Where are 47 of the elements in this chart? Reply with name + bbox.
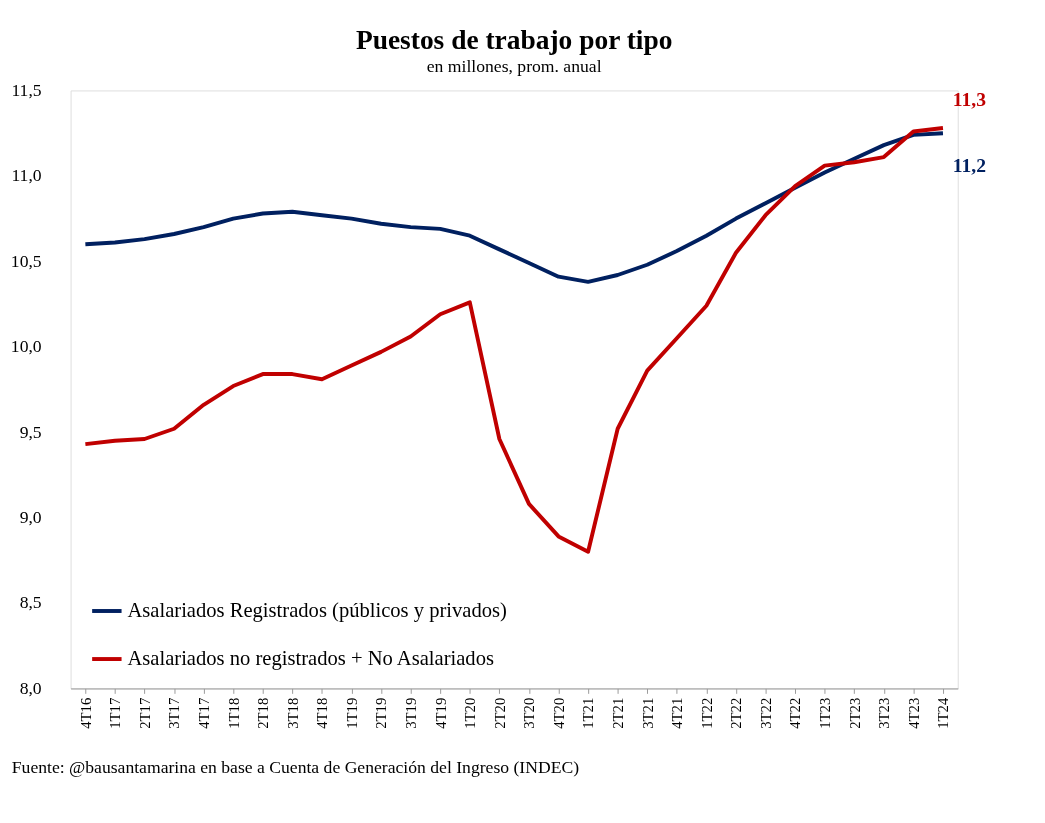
y-tick-label: 9,0 bbox=[19, 506, 42, 527]
x-tick-label: 4T20 bbox=[550, 697, 567, 729]
x-tick-label: 3T22 bbox=[757, 697, 774, 729]
chart-title: Puestos de trabajo por tipo bbox=[355, 25, 673, 56]
y-tick-label: 10,0 bbox=[10, 336, 42, 357]
y-tick-label: 8,0 bbox=[19, 677, 42, 698]
x-tick-label: 3T18 bbox=[284, 697, 301, 729]
y-tick-label: 11,0 bbox=[11, 165, 42, 186]
x-tick-label: 3T20 bbox=[521, 697, 538, 729]
x-tick-label: 4T17 bbox=[196, 697, 213, 729]
chart-subtitle: en millones, prom. anual bbox=[426, 55, 602, 76]
x-tick-label: 2T23 bbox=[846, 697, 863, 729]
y-tick-label: 9,5 bbox=[19, 421, 42, 442]
annotation: 11,3 bbox=[952, 89, 987, 111]
x-tick-label: 1T18 bbox=[225, 697, 242, 729]
x-tick-label: 1T24 bbox=[935, 697, 952, 729]
x-tick-label: 2T18 bbox=[255, 697, 272, 729]
x-tick-label: 4T21 bbox=[669, 697, 686, 729]
x-tick-label: 4T22 bbox=[787, 697, 804, 729]
x-tick-label: 2T20 bbox=[491, 697, 508, 729]
x-tick-label: 4T23 bbox=[905, 697, 922, 729]
annotation: 11,2 bbox=[952, 155, 986, 177]
x-tick-label: 2T22 bbox=[728, 697, 745, 729]
x-tick-label: 1T20 bbox=[462, 697, 479, 729]
line-series bbox=[83, 126, 945, 554]
legend-label: Asalariados Registrados (públicos y privados) bbox=[127, 598, 507, 622]
source-note: Fuente: @bausantamarina en base a Cuenta de Generación del Ingreso (INDEC) bbox=[11, 756, 580, 777]
x-tick-label: 1T22 bbox=[698, 697, 715, 729]
x-tick-label: 1T23 bbox=[817, 697, 834, 729]
x-tick-label: 1T19 bbox=[343, 697, 360, 729]
x-tick-label: 4T19 bbox=[432, 697, 449, 729]
y-tick-label: 11,5 bbox=[11, 79, 42, 100]
x-tick-label: 1T17 bbox=[107, 697, 124, 729]
x-tick-label: 4T16 bbox=[77, 697, 94, 729]
x-tick-label: 2T21 bbox=[610, 697, 627, 729]
x-tick-label: 1T21 bbox=[580, 697, 597, 729]
y-tick-label: 8,5 bbox=[19, 592, 42, 613]
x-tick-label: 3T17 bbox=[166, 697, 183, 729]
x-tick-label: 2T17 bbox=[136, 697, 153, 729]
x-tick-label: 3T19 bbox=[403, 697, 420, 729]
y-tick-label: 10,5 bbox=[10, 250, 42, 271]
x-tick-label: 4T18 bbox=[314, 697, 331, 729]
x-tick-label: 3T21 bbox=[639, 697, 656, 729]
x-tick-label: 3T23 bbox=[876, 697, 893, 729]
line-series bbox=[83, 131, 945, 284]
legend-label: Asalariados no registrados + No Asalariados bbox=[127, 646, 494, 670]
x-tick-label: 2T19 bbox=[373, 697, 390, 729]
